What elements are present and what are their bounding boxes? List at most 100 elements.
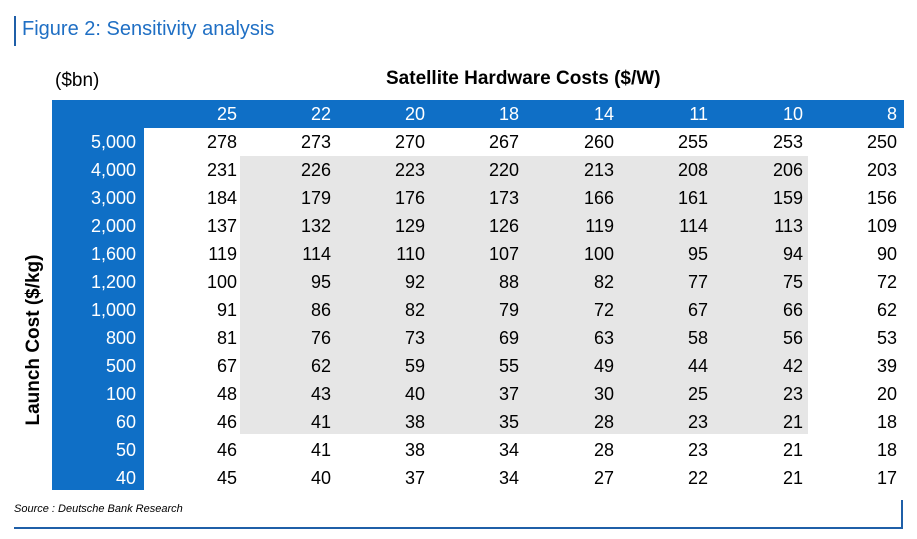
table-cell: 73 <box>404 328 425 348</box>
column-header: 20 <box>404 104 425 124</box>
table-cell: 79 <box>498 300 519 320</box>
table-cell: 86 <box>310 300 331 320</box>
table-cell: 161 <box>677 188 708 208</box>
table-cell: 100 <box>583 244 614 264</box>
table-cell: 100 <box>206 272 237 292</box>
row-header: 40 <box>115 468 136 488</box>
row-header: 1,000 <box>90 300 136 320</box>
table-cell: 255 <box>677 132 708 152</box>
table-cell: 40 <box>310 468 331 488</box>
table-cell: 110 <box>396 244 425 264</box>
table-cell: 23 <box>687 440 708 460</box>
table-cell: 184 <box>206 188 237 208</box>
table-cell: 226 <box>300 160 331 180</box>
row-header: 5,000 <box>90 132 136 152</box>
table-cell: 231 <box>206 160 237 180</box>
table-cell: 159 <box>772 188 803 208</box>
table-cell: 77 <box>687 272 708 292</box>
table-cell: 23 <box>687 412 708 432</box>
table-cell: 67 <box>687 300 708 320</box>
table-cell: 126 <box>488 216 519 236</box>
row-header: 3,000 <box>90 188 136 208</box>
table-cell: 41 <box>310 412 331 432</box>
table-cell: 72 <box>876 272 897 292</box>
table-cell: 176 <box>394 188 425 208</box>
row-header-band <box>52 128 144 490</box>
table-cell: 94 <box>782 244 803 264</box>
table-cell: 21 <box>782 440 803 460</box>
row-header: 4,000 <box>90 160 136 180</box>
table-cell: 114 <box>302 244 331 264</box>
table-cell: 63 <box>593 328 614 348</box>
table-cell: 173 <box>488 188 519 208</box>
table-cell: 82 <box>593 272 614 292</box>
table-cell: 82 <box>404 300 425 320</box>
table-cell: 18 <box>876 412 897 432</box>
table-cell: 95 <box>687 244 708 264</box>
table-cell: 25 <box>687 384 708 404</box>
table-cell: 21 <box>782 412 803 432</box>
units-label: ($bn) <box>55 70 100 91</box>
table-cell: 95 <box>310 272 331 292</box>
bottom-rule <box>14 527 903 529</box>
figure-title: Figure 2: Sensitivity analysis <box>22 18 275 40</box>
table-cell: 213 <box>583 160 614 180</box>
table-cell: 45 <box>216 468 237 488</box>
table-cell: 76 <box>310 328 331 348</box>
table-cell: 223 <box>394 160 425 180</box>
title-accent-rule <box>14 16 16 46</box>
table-cell: 27 <box>593 468 614 488</box>
row-header: 50 <box>115 440 136 460</box>
table-cell: 20 <box>876 384 897 404</box>
table-cell: 166 <box>583 188 614 208</box>
table-cell: 253 <box>772 132 803 152</box>
table-cell: 203 <box>866 160 897 180</box>
row-header: 100 <box>105 384 136 404</box>
table-cell: 119 <box>585 216 614 236</box>
table-cell: 208 <box>677 160 708 180</box>
table-cell: 92 <box>404 272 425 292</box>
table-cell: 113 <box>774 216 803 236</box>
table-cell: 46 <box>216 440 237 460</box>
row-header: 60 <box>115 412 136 432</box>
table-cell: 37 <box>404 468 425 488</box>
table-cell: 39 <box>876 356 897 376</box>
table-cell: 18 <box>876 440 897 460</box>
table-cell: 49 <box>593 356 614 376</box>
table-cell: 156 <box>866 188 897 208</box>
row-header: 1,200 <box>90 272 136 292</box>
column-header: 11 <box>689 104 708 124</box>
table-cell: 55 <box>498 356 519 376</box>
table-cell: 270 <box>394 132 425 152</box>
row-header: 500 <box>105 356 136 376</box>
column-header: 25 <box>216 104 237 124</box>
column-axis-title: Satellite Hardware Costs ($/W) <box>386 68 661 89</box>
table-cell: 260 <box>583 132 614 152</box>
table-cell: 119 <box>208 244 237 264</box>
table-cell: 43 <box>310 384 331 404</box>
row-header: 1,600 <box>90 244 136 264</box>
table-cell: 46 <box>216 412 237 432</box>
table-cell: 72 <box>593 300 614 320</box>
table-cell: 62 <box>310 356 331 376</box>
table-cell: 42 <box>782 356 803 376</box>
table-cell: 107 <box>488 244 519 264</box>
table-cell: 34 <box>498 468 519 488</box>
table-cell: 28 <box>593 412 614 432</box>
column-header: 18 <box>498 104 519 124</box>
table-cell: 48 <box>216 384 237 404</box>
table-cell: 35 <box>498 412 519 432</box>
table-cell: 38 <box>404 440 425 460</box>
table-cell: 28 <box>593 440 614 460</box>
table-cell: 17 <box>876 468 897 488</box>
table-cell: 114 <box>679 216 708 236</box>
table-cell: 75 <box>782 272 803 292</box>
source-note: Source : Deutsche Bank Research <box>14 503 183 515</box>
table-cell: 40 <box>404 384 425 404</box>
right-rule <box>901 500 903 529</box>
table-cell: 56 <box>782 328 803 348</box>
table-cell: 132 <box>300 216 331 236</box>
table-cell: 278 <box>206 132 237 152</box>
table-cell: 88 <box>498 272 519 292</box>
